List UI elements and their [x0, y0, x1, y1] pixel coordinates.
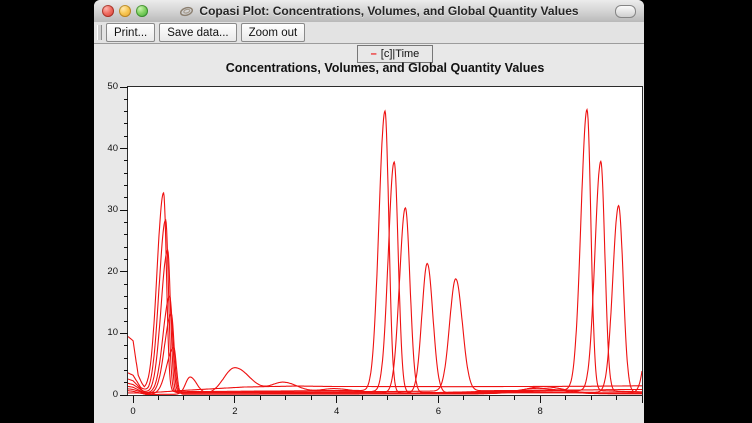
y-minor-tick — [124, 135, 128, 137]
x-minor-tick — [387, 396, 389, 400]
toolbar-drag-handle[interactable] — [97, 25, 102, 40]
window-title-area: Copasi Plot: Concentrations, Volumes, an… — [154, 0, 604, 22]
y-tick-label: 0 — [112, 389, 118, 400]
zoom-button[interactable] — [136, 5, 148, 17]
x-tick-label: 4 — [333, 406, 340, 417]
y-minor-tick — [124, 111, 128, 113]
y-major-tick — [120, 332, 128, 334]
y-major-tick — [120, 86, 128, 88]
x-major-tick — [641, 396, 643, 403]
series-line-curve-2 — [128, 160, 642, 394]
window-title: Copasi Plot: Concentrations, Volumes, an… — [199, 4, 579, 18]
y-tick-label: 40 — [107, 142, 118, 154]
x-major-tick — [234, 396, 236, 403]
legend-item[interactable]: – [c]|Time — [357, 45, 433, 63]
print-button[interactable]: Print... — [106, 23, 156, 42]
y-minor-tick — [124, 308, 128, 310]
y-minor-tick — [124, 234, 128, 236]
x-minor-tick — [310, 396, 312, 400]
y-minor-tick — [124, 185, 128, 187]
y-tick-label: 10 — [107, 327, 118, 339]
y-major-tick — [120, 394, 128, 396]
x-minor-tick — [514, 396, 516, 400]
x-major-tick — [437, 396, 439, 403]
x-minor-tick — [488, 396, 490, 400]
y-minor-tick — [124, 123, 128, 125]
plot-canvas[interactable] — [127, 86, 643, 396]
x-minor-tick — [616, 396, 618, 400]
x-tick-label: 2 — [232, 406, 238, 417]
y-major-tick — [120, 271, 128, 273]
y-minor-tick — [124, 222, 128, 224]
y-minor-tick — [124, 320, 128, 322]
x-minor-tick — [361, 396, 363, 400]
close-button[interactable] — [102, 5, 114, 17]
y-minor-tick — [124, 369, 128, 371]
y-major-tick — [120, 209, 128, 211]
copasi-plot-window: Copasi Plot: Concentrations, Volumes, an… — [94, 0, 644, 423]
y-tick-label: 30 — [107, 204, 118, 216]
series-line-curve-6 — [128, 346, 642, 395]
y-minor-tick — [124, 345, 128, 347]
chart-title: Concentrations, Volumes, and Global Quan… — [225, 61, 545, 75]
x-minor-tick — [565, 396, 567, 400]
y-minor-tick — [124, 246, 128, 248]
y-minor-tick — [124, 283, 128, 285]
y-minor-tick — [124, 295, 128, 297]
series-line-curve-8 — [128, 385, 642, 394]
series-line-curve-7 — [128, 367, 642, 395]
save-data-button[interactable]: Save data... — [159, 23, 237, 42]
plot-widget: – [c]|Time Concentrations, Volumes, and … — [94, 44, 644, 423]
y-minor-tick — [124, 357, 128, 359]
y-minor-tick — [124, 382, 128, 384]
y-minor-tick — [124, 172, 128, 174]
y-minor-tick — [124, 160, 128, 162]
x-tick-label: 8 — [537, 406, 543, 417]
copasi-app-icon — [180, 6, 194, 16]
x-minor-tick — [590, 396, 592, 400]
x-tick-label: 6 — [435, 406, 442, 417]
x-major-tick — [132, 396, 134, 403]
series-line-curve-1 — [128, 108, 642, 394]
legend-label: [c]|Time — [380, 48, 420, 60]
x-minor-tick — [412, 396, 414, 400]
x-minor-tick — [183, 396, 185, 400]
x-major-tick — [336, 396, 338, 403]
minimize-button[interactable] — [119, 5, 131, 17]
x-minor-tick — [208, 396, 210, 400]
x-minor-tick — [259, 396, 261, 400]
zoom-out-button[interactable]: Zoom out — [240, 23, 306, 42]
y-minor-tick — [124, 258, 128, 260]
y-tick-label: 20 — [107, 265, 118, 277]
y-minor-tick — [124, 197, 128, 199]
toolbar-toggle-lozenge[interactable] — [615, 5, 636, 18]
y-major-tick — [120, 148, 128, 150]
titlebar[interactable]: Copasi Plot: Concentrations, Volumes, an… — [94, 0, 644, 23]
toolbar: Print... Save data... Zoom out — [94, 22, 644, 44]
x-major-tick — [539, 396, 541, 403]
x-tick-label: 0 — [130, 406, 136, 417]
series-line-curve-5 — [128, 278, 642, 394]
x-minor-tick — [158, 396, 160, 400]
y-tick-label: 50 — [107, 81, 118, 92]
x-minor-tick — [463, 396, 465, 400]
curves-layer — [128, 108, 642, 395]
legend-line-marker: – — [370, 47, 377, 60]
y-minor-tick — [124, 98, 128, 100]
x-minor-tick — [285, 396, 287, 400]
series-line-curve-3 — [128, 204, 642, 394]
